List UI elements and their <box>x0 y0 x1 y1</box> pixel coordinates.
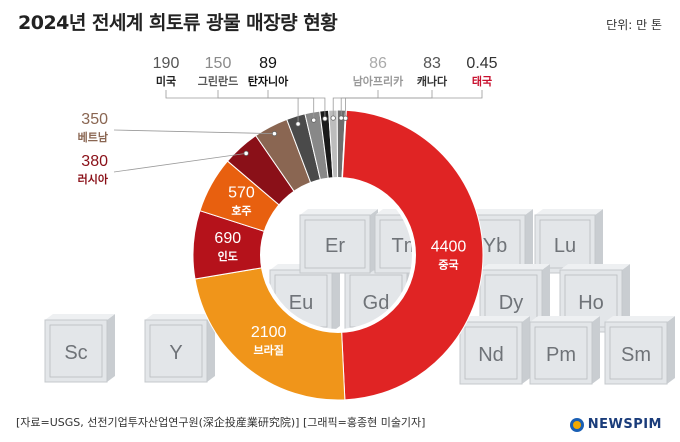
slice-name: 미국 <box>156 74 176 88</box>
element-cube-lu: Lu <box>534 209 603 274</box>
element-symbol: Lu <box>554 235 576 257</box>
element-cube-er: Er <box>299 209 378 274</box>
slice-label-3: 570 호주 <box>228 184 255 217</box>
slice-label-5: 350 베트남 <box>78 111 108 144</box>
slice-value: 86 <box>369 55 387 72</box>
leader-line-7 <box>217 90 317 123</box>
donut-slices <box>192 109 484 401</box>
slice-label-2: 690 인도 <box>214 230 241 263</box>
slice-value: 190 <box>153 55 180 72</box>
slice-label-9: 86 남아프리카 <box>353 55 404 88</box>
logo-text: NEWSPIM <box>587 417 662 432</box>
slice-label-8: 89 탄자니아 <box>248 55 289 88</box>
slice-value: 570 <box>228 184 255 201</box>
element-symbol: Gd <box>363 292 390 314</box>
slice-value: 150 <box>205 55 232 72</box>
newspim-logo: NEWSPIM <box>569 417 662 432</box>
element-cube-nd: Nd <box>459 316 530 385</box>
slice-name: 베트남 <box>78 130 108 144</box>
slice-value: 350 <box>81 111 108 128</box>
slice-name: 인도 <box>218 249 238 263</box>
slice-name: 브라질 <box>253 343 283 357</box>
slice-value: 380 <box>81 153 108 170</box>
leader-lines <box>113 90 483 173</box>
slice-value: 89 <box>259 55 277 72</box>
slice-label-10: 83 캐나다 <box>417 55 448 88</box>
leader-line-8 <box>267 90 328 122</box>
leader-line-6 <box>165 90 301 127</box>
slice-label-0: 4400 중국 <box>431 238 467 271</box>
element-cube-sc: Sc <box>44 314 115 383</box>
slice-name: 탄자니아 <box>248 74 289 88</box>
newspim-logo-icon <box>569 417 584 432</box>
page-title: 2024년 전세계 희토류 광물 매장량 현황 <box>18 12 338 34</box>
slice-value: 83 <box>423 55 441 72</box>
element-symbol: Pm <box>546 344 576 366</box>
slice-name: 중국 <box>438 258 458 271</box>
leader-line-11 <box>342 90 483 121</box>
element-symbol: Yb <box>483 235 507 257</box>
element-cube-sm: Sm <box>604 316 675 385</box>
slice-name: 캐나다 <box>417 74 448 88</box>
element-symbol: Sc <box>64 342 87 364</box>
slice-label-6: 190 미국 <box>153 55 180 88</box>
slice-value: 690 <box>214 230 241 247</box>
element-cube-pm: Pm <box>529 316 600 385</box>
slice-labels: 4400 중국 2100 브라질 690 인도 570 호주 380 러시아 350 베트남 190 미국… <box>78 55 498 357</box>
slice-name: 남아프리카 <box>353 74 404 88</box>
unit-label: 단위: 만 톤 <box>606 18 662 32</box>
slice-value: 0.45 <box>466 55 497 72</box>
element-symbol: Sm <box>621 344 651 366</box>
leader-line-5 <box>113 129 278 137</box>
element-symbol: Dy <box>499 292 523 314</box>
element-cube-y: Y <box>144 314 215 383</box>
source-note: [자료=USGS, 선전기업투자산업연구원(深企投産業研究院)] [그래픽=홍종… <box>16 416 426 429</box>
leader-line-4 <box>113 150 249 173</box>
slice-value: 2100 <box>251 324 287 341</box>
element-symbol: Nd <box>478 344 504 366</box>
slice-label-4: 380 러시아 <box>78 153 109 186</box>
element-symbol: Er <box>325 235 345 257</box>
slice-label-1: 2100 브라질 <box>251 324 287 357</box>
slice-label-11: 0.45 태국 <box>466 55 497 88</box>
element-symbol: Y <box>169 342 182 364</box>
element-symbol: Eu <box>289 292 313 314</box>
slice-name: 호주 <box>231 203 251 217</box>
slice-name: 그린란드 <box>198 74 238 88</box>
slice-value: 4400 <box>431 238 467 255</box>
slice-name: 러시아 <box>78 172 109 186</box>
slice-label-7: 150 그린란드 <box>198 55 238 88</box>
element-symbol: Ho <box>578 292 604 314</box>
slice-name: 태국 <box>472 74 492 88</box>
